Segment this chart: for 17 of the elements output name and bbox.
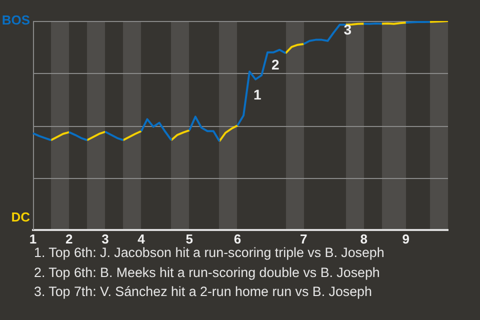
text: BOS <box>2 12 30 28</box>
annotation: 1 <box>254 86 262 102</box>
text: 1. Top 6th: J. Jacobson hit a run-scoring triple vs B. Joseph <box>34 244 384 262</box>
x-tick-label: 2 <box>65 231 73 246</box>
text: 3. Top 7th: V. Sánchez hit a 2-run home run vs B. Joseph <box>34 283 373 301</box>
x-tick-label: 3 <box>102 231 109 246</box>
x-tick-label: 6 <box>234 231 242 246</box>
x-tick-label: 4 <box>138 231 146 246</box>
x-tick-label: 7 <box>300 231 308 246</box>
annotation: 2 <box>272 56 280 73</box>
x-tick-label: 5 <box>186 231 193 246</box>
x-tick-label: 1 <box>29 231 37 246</box>
text: DC <box>11 210 31 225</box>
annotation: 3 <box>344 21 352 38</box>
text: 2. Top 6th: B. Meeks hit a run-scoring double vs B. Joseph <box>34 264 381 282</box>
x-tick-label: 8 <box>360 231 368 246</box>
x-tick-label: 9 <box>402 231 410 246</box>
